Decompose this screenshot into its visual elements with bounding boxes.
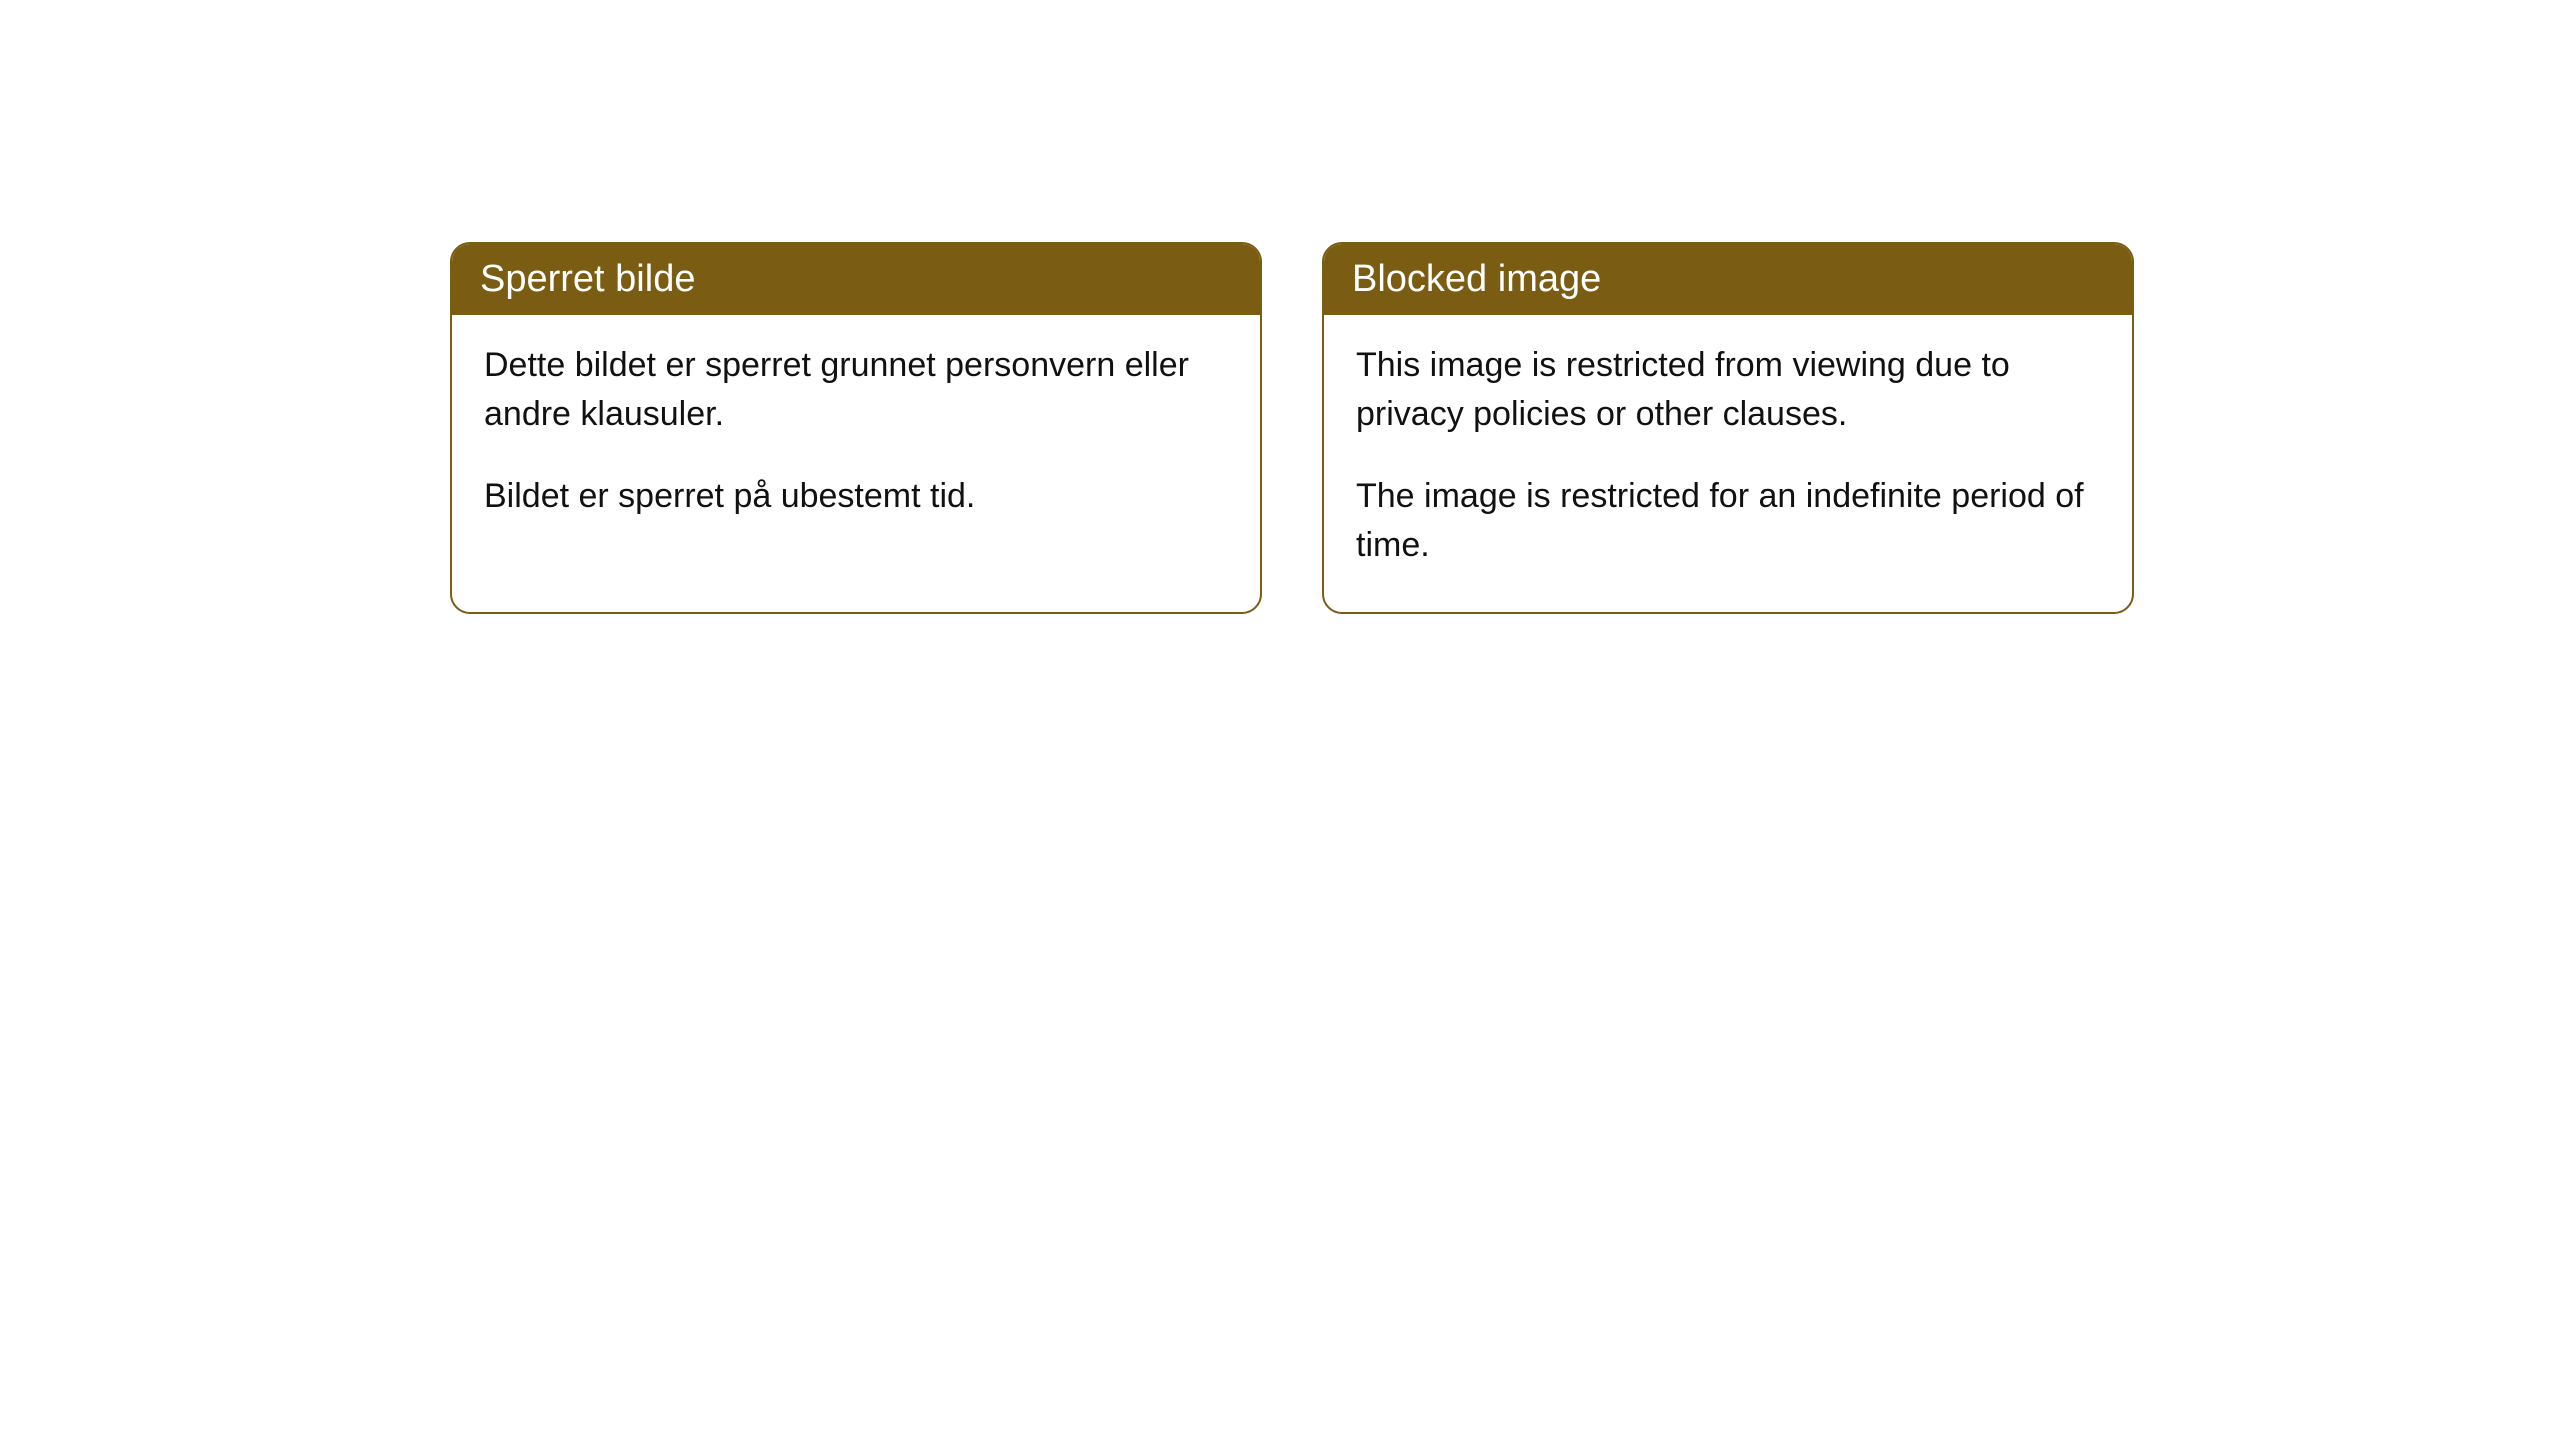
card-paragraph: Bildet er sperret på ubestemt tid. bbox=[484, 472, 1228, 521]
card-paragraph: This image is restricted from viewing du… bbox=[1356, 341, 2100, 440]
card-body-norwegian: Dette bildet er sperret grunnet personve… bbox=[452, 315, 1260, 563]
notice-cards-container: Sperret bilde Dette bildet er sperret gr… bbox=[450, 242, 2134, 614]
card-header-english: Blocked image bbox=[1324, 244, 2132, 315]
card-header-norwegian: Sperret bilde bbox=[452, 244, 1260, 315]
notice-card-norwegian: Sperret bilde Dette bildet er sperret gr… bbox=[450, 242, 1262, 614]
card-paragraph: The image is restricted for an indefinit… bbox=[1356, 472, 2100, 571]
card-body-english: This image is restricted from viewing du… bbox=[1324, 315, 2132, 612]
card-paragraph: Dette bildet er sperret grunnet personve… bbox=[484, 341, 1228, 440]
notice-card-english: Blocked image This image is restricted f… bbox=[1322, 242, 2134, 614]
